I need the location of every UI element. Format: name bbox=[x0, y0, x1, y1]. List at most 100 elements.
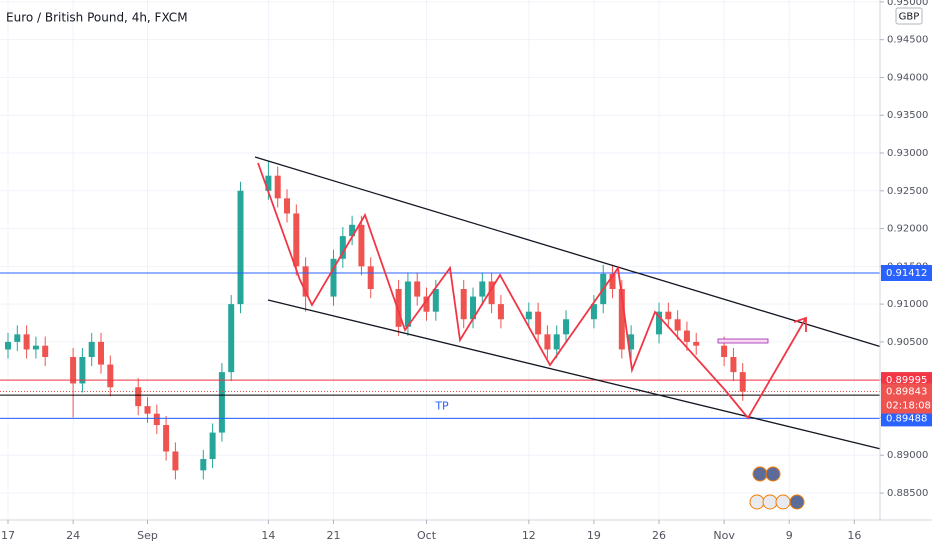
x-tick-label: 9 bbox=[786, 529, 793, 542]
event-icon bbox=[789, 494, 805, 510]
annotation: TP bbox=[434, 399, 449, 412]
drawings bbox=[254, 156, 886, 510]
event-icon bbox=[765, 466, 781, 482]
candle-body bbox=[153, 413, 160, 426]
event-icon bbox=[749, 494, 765, 510]
candle-body bbox=[497, 304, 504, 320]
x-tick-label: 14 bbox=[261, 529, 275, 542]
last-price-label: 0.89843 bbox=[886, 387, 927, 398]
x-tick-label: Nov bbox=[713, 529, 735, 542]
y-tick-label: 0.93000 bbox=[887, 148, 928, 159]
candle-body bbox=[237, 190, 244, 305]
candle-body bbox=[470, 296, 477, 320]
candle-body bbox=[488, 281, 495, 305]
candle-body bbox=[32, 345, 39, 350]
grid bbox=[0, 0, 880, 520]
level-label-bg bbox=[881, 410, 932, 427]
level-label-bg bbox=[881, 264, 932, 281]
x-tick-label: Sep bbox=[137, 529, 158, 542]
arrow-head bbox=[793, 316, 807, 332]
countdown: 02:18:08 bbox=[886, 401, 931, 412]
y-tick-label: 0.95000 bbox=[887, 0, 928, 8]
event-icon bbox=[762, 494, 778, 510]
candle-body bbox=[404, 281, 411, 327]
candle-body bbox=[70, 357, 77, 384]
candle-body bbox=[628, 334, 635, 350]
level-label: 0.89488 bbox=[886, 413, 927, 424]
candle-body bbox=[367, 266, 374, 290]
candle-body bbox=[209, 432, 216, 460]
candle-body bbox=[423, 296, 430, 312]
x-tick-label: 21 bbox=[327, 529, 341, 542]
candle-body bbox=[414, 281, 421, 297]
candle-body bbox=[172, 451, 179, 471]
candle-body bbox=[349, 224, 356, 237]
candle-body bbox=[274, 175, 281, 199]
candle-body bbox=[88, 341, 95, 358]
candle-body bbox=[395, 289, 402, 327]
candle-body bbox=[656, 311, 663, 335]
y-tick-label: 0.94000 bbox=[887, 72, 928, 83]
candle-body bbox=[42, 345, 49, 358]
candle-body bbox=[730, 357, 737, 373]
x-tick-label: 12 bbox=[522, 529, 536, 542]
event-icons bbox=[749, 466, 805, 510]
candle-body bbox=[432, 289, 439, 312]
x-tick-label: 17 bbox=[1, 529, 15, 542]
candle-body bbox=[107, 364, 114, 388]
time-axis bbox=[0, 520, 932, 550]
last-price-bg bbox=[881, 383, 932, 414]
candle-body bbox=[293, 213, 300, 267]
x-tick-label: 24 bbox=[66, 529, 80, 542]
candle-body bbox=[609, 273, 616, 290]
candle-body bbox=[618, 289, 625, 350]
event-icon bbox=[775, 494, 791, 510]
y-tick-label: 0.94500 bbox=[887, 35, 928, 46]
channel-lower bbox=[267, 299, 886, 451]
candle-body bbox=[200, 459, 207, 471]
plot: TP bbox=[0, 160, 880, 480]
candle-body bbox=[302, 266, 309, 297]
candle-body bbox=[218, 372, 225, 433]
candle-body bbox=[23, 334, 30, 350]
candle-body bbox=[544, 334, 551, 350]
candle-body bbox=[163, 425, 170, 452]
candle-body bbox=[358, 224, 365, 267]
zigzag bbox=[257, 162, 807, 420]
price-axis bbox=[880, 0, 932, 520]
candle-body bbox=[4, 341, 11, 350]
candle-body bbox=[590, 304, 597, 320]
candle-body bbox=[721, 345, 728, 358]
y-tick-label: 0.90500 bbox=[887, 337, 928, 348]
x-tick-label: 26 bbox=[652, 529, 666, 542]
candle-body bbox=[563, 319, 570, 335]
x-tick-label: Oct bbox=[417, 529, 437, 542]
candle-body bbox=[135, 387, 142, 407]
candle-body bbox=[479, 281, 486, 297]
candle-body bbox=[144, 406, 151, 414]
candle-body bbox=[739, 372, 746, 392]
candle-body bbox=[339, 236, 346, 259]
currency: GBP bbox=[899, 12, 920, 23]
candle-body bbox=[79, 357, 86, 384]
candle-body bbox=[284, 198, 291, 214]
candle-body bbox=[535, 311, 542, 335]
candle-body bbox=[683, 330, 690, 342]
candle-body bbox=[525, 311, 532, 320]
chart-title: Euro / British Pound, 4h, FXCM bbox=[6, 11, 188, 25]
candle-body bbox=[14, 334, 21, 342]
x-tick-label: 16 bbox=[847, 529, 861, 542]
candle-body bbox=[674, 319, 681, 331]
channel-upper bbox=[254, 156, 886, 349]
y-tick-label: 0.92000 bbox=[887, 224, 928, 235]
x-tick-label: 19 bbox=[587, 529, 601, 542]
candle-body bbox=[665, 311, 672, 320]
level-label: 0.89995 bbox=[886, 375, 927, 386]
candle-body bbox=[98, 341, 105, 365]
candle-body bbox=[228, 304, 235, 373]
candle-body bbox=[330, 258, 337, 297]
y-tick-label: 0.91000 bbox=[887, 299, 928, 310]
